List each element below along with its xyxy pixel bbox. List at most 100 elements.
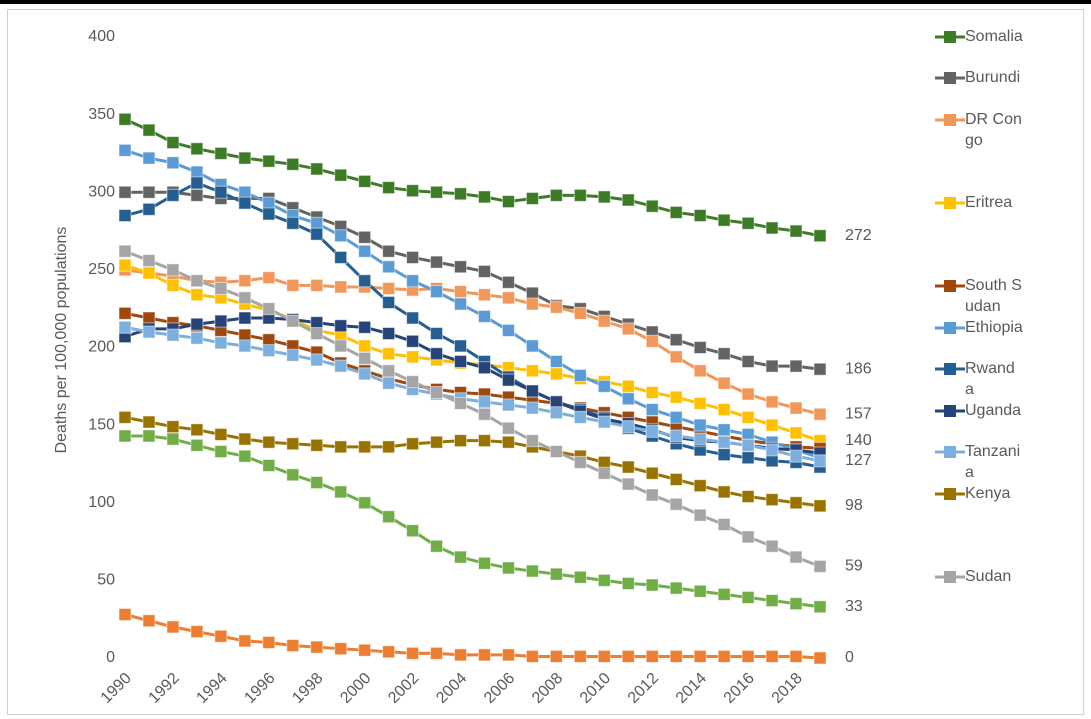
point-marker (262, 271, 276, 285)
legend-swatch (935, 322, 965, 334)
point-marker (789, 550, 803, 564)
legend-label: DR Congo (965, 111, 1022, 149)
point-marker (238, 291, 252, 305)
point-marker (190, 142, 204, 156)
legend-item: Tanzania (935, 442, 1023, 483)
legend-swatch (935, 405, 965, 417)
point-marker (501, 323, 515, 337)
legend-marker (944, 31, 956, 43)
point-marker (645, 386, 659, 400)
x-tick-label: 1998 (289, 670, 326, 707)
point-marker (406, 524, 420, 538)
point-marker (262, 458, 276, 472)
point-marker (430, 435, 444, 449)
point-marker (118, 608, 132, 622)
point-marker (597, 455, 611, 469)
point-marker (573, 649, 587, 663)
point-marker (525, 564, 539, 578)
point-marker (142, 325, 156, 339)
x-tick-label: 2018 (769, 670, 806, 707)
legend-swatch (935, 280, 965, 292)
point-marker (693, 508, 707, 522)
y-tick-label: 300 (88, 183, 115, 200)
point-marker (693, 649, 707, 663)
point-marker (142, 429, 156, 443)
legend-marker (944, 72, 956, 84)
point-marker (238, 196, 252, 210)
point-marker (286, 314, 300, 328)
point-marker (525, 339, 539, 353)
point-marker (190, 331, 204, 345)
point-marker (118, 258, 132, 272)
point-marker (382, 364, 396, 378)
point-marker (118, 143, 132, 157)
point-marker (166, 328, 180, 342)
point-marker (382, 510, 396, 524)
point-marker (166, 620, 180, 634)
legend-label: Eritrea (965, 194, 1013, 211)
point-marker (621, 420, 635, 434)
series-line (124, 316, 821, 455)
point-marker (286, 437, 300, 451)
series-line (124, 415, 821, 508)
point-marker (454, 434, 468, 448)
point-marker (190, 423, 204, 437)
point-marker (142, 123, 156, 137)
point-marker (693, 479, 707, 493)
point-marker (597, 314, 611, 328)
point-marker (765, 649, 779, 663)
point-marker (669, 350, 683, 364)
point-marker (430, 327, 444, 341)
legend-swatch (935, 197, 965, 209)
point-marker (382, 347, 396, 361)
point-marker (717, 435, 731, 449)
point-marker (573, 455, 587, 469)
point-marker (118, 410, 132, 424)
y-tick-label: 0 (106, 649, 115, 666)
point-marker (717, 423, 731, 437)
point-marker (406, 250, 420, 264)
point-marker (166, 136, 180, 150)
point-marker (789, 597, 803, 611)
y-tick-label: 200 (88, 339, 115, 356)
point-marker (262, 435, 276, 449)
point-marker (501, 291, 515, 305)
point-marker (669, 497, 683, 511)
point-marker (190, 188, 204, 202)
legend-swatch (935, 571, 965, 583)
point-marker (214, 427, 228, 441)
point-marker (190, 165, 204, 179)
point-marker (382, 327, 396, 341)
point-marker (669, 333, 683, 347)
point-marker (717, 403, 731, 417)
point-marker (118, 320, 132, 334)
point-marker (286, 278, 300, 292)
x-tick-label: 2000 (337, 670, 374, 707)
point-marker (214, 629, 228, 643)
point-marker (238, 432, 252, 446)
point-marker (501, 561, 515, 575)
point-marker (549, 395, 563, 409)
legend-item: Ethiopia (935, 318, 1023, 339)
point-marker (717, 376, 731, 390)
point-marker (358, 440, 372, 454)
point-marker (669, 390, 683, 404)
point-marker (166, 263, 180, 277)
x-tick-label: 2016 (721, 670, 758, 707)
point-marker (454, 297, 468, 311)
point-marker (310, 476, 324, 490)
legend-marker (944, 363, 956, 375)
point-marker (573, 306, 587, 320)
point-marker (430, 285, 444, 299)
y-tick-label: 250 (88, 261, 115, 278)
point-marker (597, 573, 611, 587)
point-marker (286, 216, 300, 230)
point-marker (789, 426, 803, 440)
point-marker (118, 244, 132, 258)
point-marker (549, 649, 563, 663)
point-marker (382, 295, 396, 309)
point-marker (382, 181, 396, 195)
legend-label: South Sudan (965, 277, 1022, 315)
end-value-label: 59 (845, 558, 863, 575)
